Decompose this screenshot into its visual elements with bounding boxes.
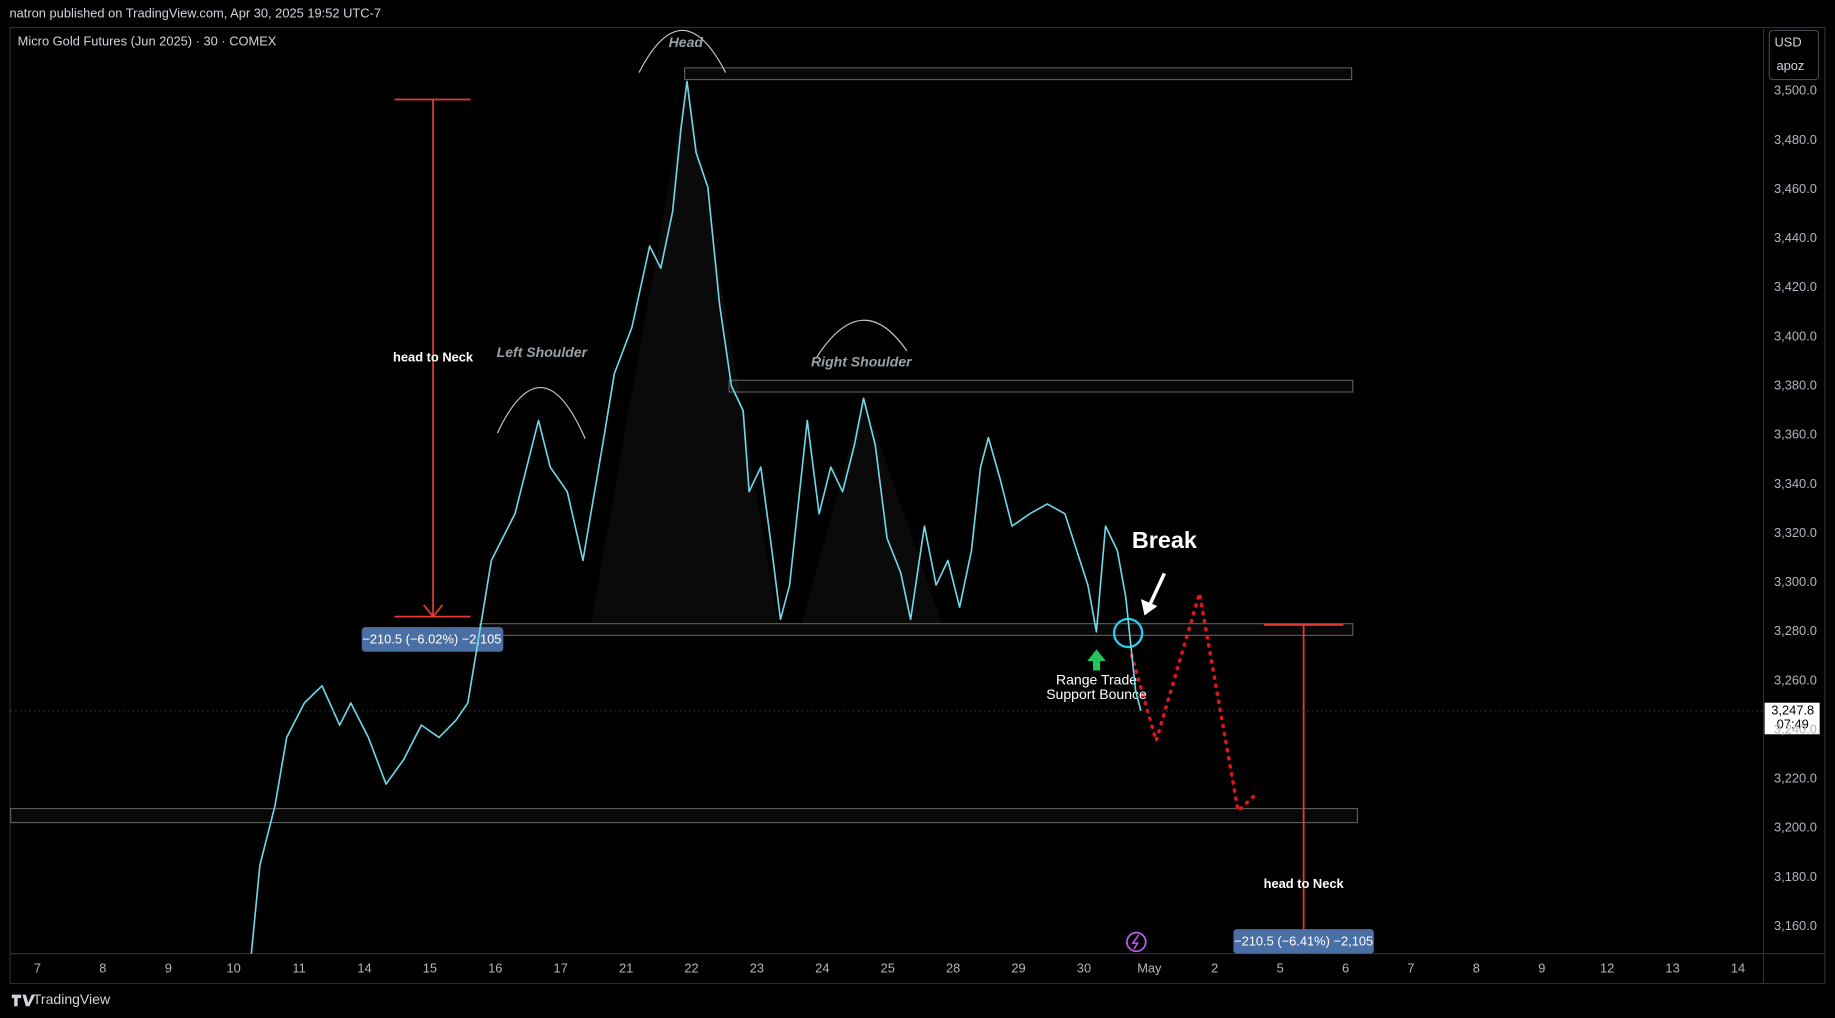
shoulder-shade	[801, 397, 943, 624]
price-badge-value: 3,247.8	[1771, 702, 1814, 717]
shoulder-arc	[496, 387, 586, 440]
shoulder-arc	[816, 319, 908, 358]
zone	[728, 379, 1354, 393]
annotation: head to Neck	[393, 349, 474, 364]
countdown: 07:49	[1777, 716, 1809, 731]
x-tick-label: 14	[357, 960, 371, 975]
currency-box[interactable]	[1768, 29, 1820, 81]
annotation: Left Shoulder	[497, 344, 589, 360]
x-tick-label: 14	[1731, 960, 1745, 975]
head-shade	[591, 81, 779, 624]
x-tick-label: 7	[1407, 960, 1414, 975]
y-tick-label: 3,360.0	[1774, 427, 1817, 442]
x-tick-label: 8	[99, 960, 106, 975]
x-tick-label: 15	[423, 960, 437, 975]
annotation: Break	[1132, 527, 1198, 553]
x-tick-label: 25	[881, 960, 895, 975]
x-tick-label: 23	[750, 960, 764, 975]
projection-path	[1129, 592, 1257, 815]
measure-value: −210.5 (−6.41%) −2,105	[1234, 933, 1373, 948]
y-tick-label: 3,500.0	[1774, 83, 1817, 98]
break-arrow	[1147, 572, 1166, 607]
x-tick-label: 9	[1538, 960, 1545, 975]
annotation: head to Neck	[1264, 876, 1345, 891]
drawings: Head Left Shoulder Right Shoulder head t…	[10, 30, 1764, 954]
symbol: Micro Gold Futures (Jun 2025) · 30 · COM…	[18, 34, 277, 49]
x-tick-label: 12	[1600, 960, 1614, 975]
x-tick-label: 17	[554, 960, 568, 975]
measure-badge	[361, 627, 504, 652]
x-tick-label: 29	[1011, 960, 1025, 975]
x-tick-label: 30	[1077, 960, 1091, 975]
x-tick-label: 2	[1211, 960, 1218, 975]
y-tick-label: 3,320.0	[1774, 525, 1817, 540]
annotation: Support Bounce	[1046, 686, 1147, 702]
x-tick-label: 21	[619, 960, 633, 975]
user: apoz	[1776, 58, 1804, 73]
y-tick-label: 3,340.0	[1774, 476, 1817, 491]
price-badge: 3,247.8 07:49	[1764, 702, 1820, 735]
head-arc	[638, 30, 727, 73]
y-tick-label: 3,200.0	[1774, 820, 1817, 835]
y-tick-label: 3,280.0	[1774, 623, 1817, 638]
break-arrow-head	[1140, 599, 1158, 616]
publish-info: natron published on TradingView.com, Apr…	[9, 5, 381, 20]
chart-frame	[9, 26, 1826, 985]
y-tick-label: 3,480.0	[1774, 132, 1817, 147]
y-tick-label: 3,380.0	[1774, 377, 1817, 392]
x-tick-label: 28	[946, 960, 960, 975]
x-tick-label: 9	[165, 960, 172, 975]
price-badge-box	[1764, 702, 1820, 735]
x-tick-label: 13	[1665, 960, 1679, 975]
x-tick-label: 10	[227, 960, 241, 975]
y-tick-label: 3,400.0	[1774, 328, 1817, 343]
bounce-arrow	[1087, 649, 1106, 671]
x-tick-label: 6	[1342, 960, 1349, 975]
zone	[479, 623, 1354, 636]
y-tick-label: 3,440.0	[1774, 230, 1817, 245]
event-icon-bolt	[1131, 934, 1140, 950]
y-tick-label: 3,300.0	[1774, 574, 1817, 589]
measure-badge	[1233, 929, 1374, 954]
currency: USD	[1774, 35, 1801, 50]
zone	[684, 67, 1353, 81]
annotation: Range Trade	[1056, 672, 1137, 688]
annotation: Head	[669, 34, 704, 50]
x-tick-label: 5	[1277, 960, 1284, 975]
x-tick-label: 11	[292, 960, 305, 975]
footer-brand: TradingView	[33, 991, 111, 1007]
measure-arrow	[423, 604, 444, 619]
y-tick-label: 3,420.0	[1774, 279, 1817, 294]
x-tick-label: 22	[684, 960, 698, 975]
zone	[10, 807, 1359, 824]
x-tick-label: May	[1137, 960, 1162, 975]
y-tick-label: 3,240.0	[1774, 721, 1817, 736]
y-tick-label: 3,260.0	[1774, 672, 1817, 687]
y-tick-label: 3,180.0	[1774, 869, 1817, 884]
x-tick-label: 8	[1473, 960, 1480, 975]
x-tick-label: 7	[34, 960, 41, 975]
x-tick-label: 24	[815, 960, 829, 975]
measure-value: −210.5 (−6.02%) −2,105	[362, 631, 501, 646]
event-icon[interactable]	[1126, 931, 1147, 953]
y-tick-label: 3,160.0	[1774, 918, 1817, 933]
x-tick-label: 16	[488, 960, 502, 975]
y-tick-label: 3,460.0	[1774, 181, 1817, 196]
y-tick-label: 3,220.0	[1774, 771, 1817, 786]
annotation: Right Shoulder	[811, 353, 913, 369]
price-line	[250, 80, 1142, 954]
